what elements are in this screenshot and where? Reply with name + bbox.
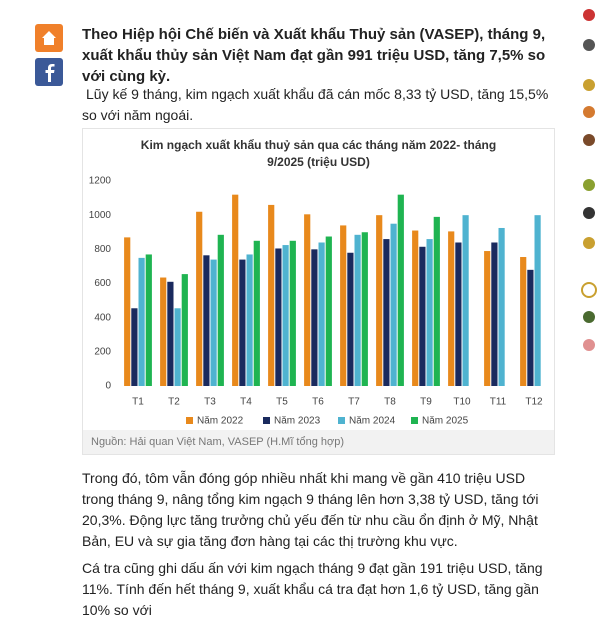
bar	[289, 240, 296, 386]
bar	[167, 281, 174, 386]
bar	[311, 249, 318, 386]
chart-box: Kim ngạch xuất khẩu thuỷ sản qua các thá…	[82, 128, 555, 455]
bar	[354, 234, 361, 386]
legend-label: Năm 2024	[349, 416, 396, 427]
x-tick-label: T9	[420, 397, 432, 408]
facebook-button[interactable]	[35, 58, 63, 86]
chart-title: Kim ngạch xuất khẩu thuỷ sản qua các thá…	[140, 138, 497, 169]
y-tick-label: 600	[94, 278, 111, 289]
bar	[347, 252, 354, 386]
bar	[268, 204, 275, 386]
x-tick-label: T5	[276, 397, 288, 408]
bar	[520, 257, 527, 386]
bar	[210, 259, 217, 386]
bar	[527, 269, 534, 386]
bar	[181, 274, 188, 386]
paragraph: Cá tra cũng ghi dấu ấn với kim ngạch thá…	[82, 560, 543, 618]
bar	[318, 242, 325, 386]
bar	[534, 215, 541, 386]
bar	[203, 255, 210, 386]
y-tick-label: 200	[94, 346, 111, 357]
legend-label: Năm 2025	[422, 416, 469, 427]
bar	[304, 214, 311, 386]
bar	[340, 225, 347, 386]
home-icon	[42, 31, 56, 45]
facebook-icon	[45, 64, 55, 82]
legend-label: Năm 2023	[274, 416, 321, 427]
x-tick-label: T8	[384, 397, 396, 408]
bar	[196, 211, 203, 386]
bar	[491, 242, 498, 386]
bar	[246, 254, 253, 386]
bar	[383, 239, 390, 386]
bar	[253, 240, 260, 386]
y-tick-label: 1200	[89, 176, 112, 187]
bar	[282, 245, 289, 386]
bar	[419, 246, 426, 386]
bar	[462, 215, 469, 386]
bar	[361, 232, 368, 386]
source: Nguồn: Hải quan Việt Nam, VASEP (H.Mĩ tổ…	[83, 430, 554, 454]
bar	[448, 231, 455, 386]
bar	[484, 251, 491, 386]
home-button[interactable]	[35, 24, 63, 52]
y-tick-label: 0	[105, 381, 111, 392]
bar	[498, 227, 505, 386]
bar	[455, 242, 462, 386]
x-tick-label: T2	[168, 397, 180, 408]
bar	[433, 216, 440, 386]
bar	[232, 194, 239, 386]
legend-swatch	[186, 417, 193, 424]
bar	[138, 257, 145, 386]
bar	[275, 248, 282, 386]
bar	[325, 236, 332, 386]
bar	[412, 230, 419, 386]
x-tick-label: T3	[204, 397, 216, 408]
x-tick-label: T7	[348, 397, 360, 408]
paragraph: Trong đó, tôm vẫn đóng góp nhiều nhất kh…	[82, 470, 539, 549]
lead: Lũy kế 9 tháng, kim ngạch xuất khẩu đã c…	[82, 86, 549, 123]
x-tick-label: T4	[240, 397, 252, 408]
legend-swatch	[263, 417, 270, 424]
x-tick-label: T10	[453, 397, 471, 408]
bar	[397, 194, 404, 386]
bar	[160, 277, 167, 386]
legend-label: Năm 2022	[197, 416, 244, 427]
y-tick-label: 1000	[89, 210, 112, 221]
bar	[376, 215, 383, 386]
chart: 0 200 400 600 800 1000 1200 T1 T2 T3 T4 T5 T6 T7 T8 T9 T…	[89, 176, 543, 427]
bar	[131, 308, 138, 386]
bar	[239, 259, 246, 386]
legend-swatch	[411, 417, 418, 424]
x-tick-label: T1	[132, 397, 144, 408]
bar	[426, 239, 433, 386]
bar	[217, 234, 224, 386]
bar	[124, 237, 131, 386]
page: Theo Hiệp hội Chế biến và Xuất khẩu Thuỷ…	[35, 9, 597, 618]
y-tick-label: 400	[94, 312, 111, 323]
x-tick-label: T12	[525, 397, 543, 408]
sidebar-icons	[581, 9, 597, 351]
bar	[174, 308, 181, 386]
bar	[145, 254, 152, 386]
bar	[390, 223, 397, 386]
x-tick-label: T11	[490, 397, 507, 408]
x-tick-label: T6	[312, 397, 324, 408]
legend-swatch	[338, 417, 345, 424]
y-tick-label: 800	[94, 244, 111, 255]
headline: Theo Hiệp hội Chế biến và Xuất khẩu Thuỷ…	[82, 26, 546, 85]
